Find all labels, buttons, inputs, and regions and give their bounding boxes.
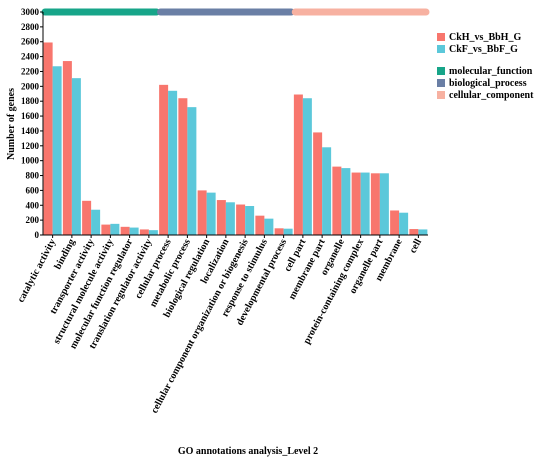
y-tick-label: 3000 bbox=[21, 7, 40, 17]
y-tick-label: 800 bbox=[26, 171, 40, 181]
legend-label: molecular_function bbox=[449, 66, 533, 77]
bar-series1 bbox=[43, 42, 53, 235]
bar-series2 bbox=[283, 228, 293, 235]
bar-series2 bbox=[418, 229, 428, 235]
bar-series2 bbox=[379, 173, 389, 235]
bar-series1 bbox=[236, 204, 246, 235]
bar-series2 bbox=[360, 172, 370, 235]
y-tick-label: 2200 bbox=[21, 66, 40, 76]
bar-series1 bbox=[216, 200, 226, 235]
bar-series1 bbox=[139, 229, 149, 235]
bar-series2 bbox=[245, 206, 255, 235]
y-tick-label: 600 bbox=[26, 185, 40, 195]
y-tick-label: 2600 bbox=[21, 37, 40, 47]
bar-series1 bbox=[178, 98, 188, 235]
legend-swatch bbox=[437, 91, 445, 99]
bar-series1 bbox=[255, 215, 265, 235]
y-tick-label: 400 bbox=[26, 200, 40, 210]
y-tick-label: 1200 bbox=[21, 141, 40, 151]
bar-series1 bbox=[351, 172, 361, 235]
bar-series1 bbox=[274, 228, 284, 235]
bar-series2 bbox=[148, 230, 158, 235]
bar-series1 bbox=[313, 132, 323, 235]
bar-series1 bbox=[82, 200, 92, 235]
bar-series2 bbox=[52, 66, 62, 235]
bar-series2 bbox=[322, 147, 332, 235]
bar-series2 bbox=[129, 227, 139, 235]
legend-swatch bbox=[437, 33, 445, 41]
bar-series1 bbox=[101, 224, 111, 235]
bar-series1 bbox=[370, 173, 380, 235]
bar-series1 bbox=[409, 229, 419, 235]
legend-swatch bbox=[437, 67, 445, 75]
bar-series2 bbox=[168, 90, 178, 235]
bar-series1 bbox=[197, 190, 207, 235]
x-category-label: cell bbox=[408, 237, 425, 255]
bar-series1 bbox=[120, 226, 130, 235]
bar-series2 bbox=[110, 223, 120, 235]
bar-series2 bbox=[225, 202, 235, 235]
legend-swatch bbox=[437, 79, 445, 87]
y-axis-title: Number of genes bbox=[6, 88, 17, 160]
bar-series1 bbox=[390, 210, 400, 235]
x-category-label: catalytic activity bbox=[16, 237, 59, 304]
y-tick-label: 200 bbox=[26, 215, 40, 225]
bar-series2 bbox=[91, 209, 101, 235]
y-tick-label: 2000 bbox=[21, 81, 40, 91]
bar-series2 bbox=[399, 212, 409, 235]
bar-series1 bbox=[62, 61, 72, 236]
y-axis-ticks: 0 200 400 600 800 1000 1200 1400 1600 1800 2000 220… bbox=[21, 7, 43, 240]
y-tick-label: 0 bbox=[35, 230, 40, 240]
bar-series2 bbox=[302, 98, 312, 235]
bar-series1 bbox=[159, 84, 169, 235]
axes bbox=[42, 12, 428, 236]
legend-label: CkF_vs_BbF_G bbox=[449, 44, 518, 55]
legend-label: CkH_vs_BbH_G bbox=[449, 32, 521, 43]
x-axis-title: GO annotations analysis_Level 2 bbox=[178, 446, 318, 457]
y-tick-label: 2800 bbox=[21, 22, 40, 32]
bar-series2 bbox=[71, 78, 81, 235]
bar-series2 bbox=[264, 218, 274, 235]
legend-label: cellular_component bbox=[449, 90, 534, 101]
bar-series2 bbox=[341, 168, 351, 235]
bar-series1 bbox=[332, 166, 342, 235]
y-tick-label: 1400 bbox=[21, 126, 40, 136]
bars bbox=[43, 42, 428, 236]
y-tick-label: 1800 bbox=[21, 96, 40, 106]
legend-swatch bbox=[437, 45, 445, 53]
y-tick-label: 1000 bbox=[21, 156, 40, 166]
y-tick-label: 2400 bbox=[21, 52, 40, 62]
legend-label: biological_process bbox=[449, 78, 527, 89]
bar-series1 bbox=[293, 94, 303, 235]
y-tick-label: 1600 bbox=[21, 111, 40, 121]
bar-series2 bbox=[206, 192, 216, 235]
bar-series2 bbox=[187, 107, 197, 235]
